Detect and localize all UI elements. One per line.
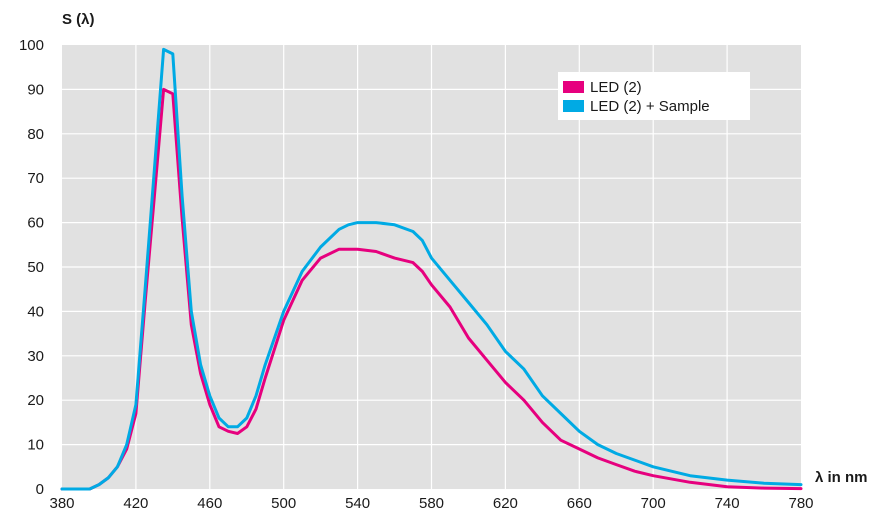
- legend-label-led2: LED (2): [590, 79, 642, 96]
- x-tick-label: 740: [715, 495, 740, 512]
- y-tick-label: 60: [27, 215, 44, 232]
- legend-label-led2-sample: LED (2) + Sample: [590, 98, 710, 115]
- y-tick-label: 100: [19, 37, 44, 54]
- series-line-led2-sample: [60, 47, 803, 491]
- y-tick-label: 10: [27, 437, 44, 454]
- series-line-led2: [60, 87, 803, 491]
- x-tick-label: 500: [271, 495, 296, 512]
- series-lines: [60, 47, 803, 491]
- x-tick-label: 700: [641, 495, 666, 512]
- y-axis-label: S (λ): [62, 11, 95, 28]
- x-tick-label: 540: [345, 495, 370, 512]
- x-tick-label: 620: [493, 495, 518, 512]
- x-tick-label: 580: [419, 495, 444, 512]
- x-tick-label: 420: [123, 495, 148, 512]
- x-tick-label: 460: [197, 495, 222, 512]
- tick-labels: 380 420 460 500 540 580 620 660 700 740 780 0 10 20 30…: [19, 37, 814, 512]
- y-tick-label: 90: [27, 81, 44, 98]
- y-tick-label: 50: [27, 259, 44, 276]
- legend-swatch-led2-sample: [563, 100, 584, 112]
- y-tick-label: 30: [27, 348, 44, 365]
- x-axis-label: λ in nm: [815, 469, 868, 486]
- legend-swatch-led2: [563, 81, 584, 93]
- legend: LED (2) LED (2) + Sample: [558, 72, 750, 120]
- legend-background: [558, 72, 750, 120]
- y-tick-label: 0: [36, 481, 44, 498]
- x-tick-label: 660: [567, 495, 592, 512]
- y-tick-label: 80: [27, 126, 44, 143]
- x-tick-label: 780: [788, 495, 813, 512]
- y-tick-label: 70: [27, 170, 44, 187]
- y-tick-label: 40: [27, 303, 44, 320]
- y-tick-label: 20: [27, 392, 44, 409]
- x-tick-label: 380: [49, 495, 74, 512]
